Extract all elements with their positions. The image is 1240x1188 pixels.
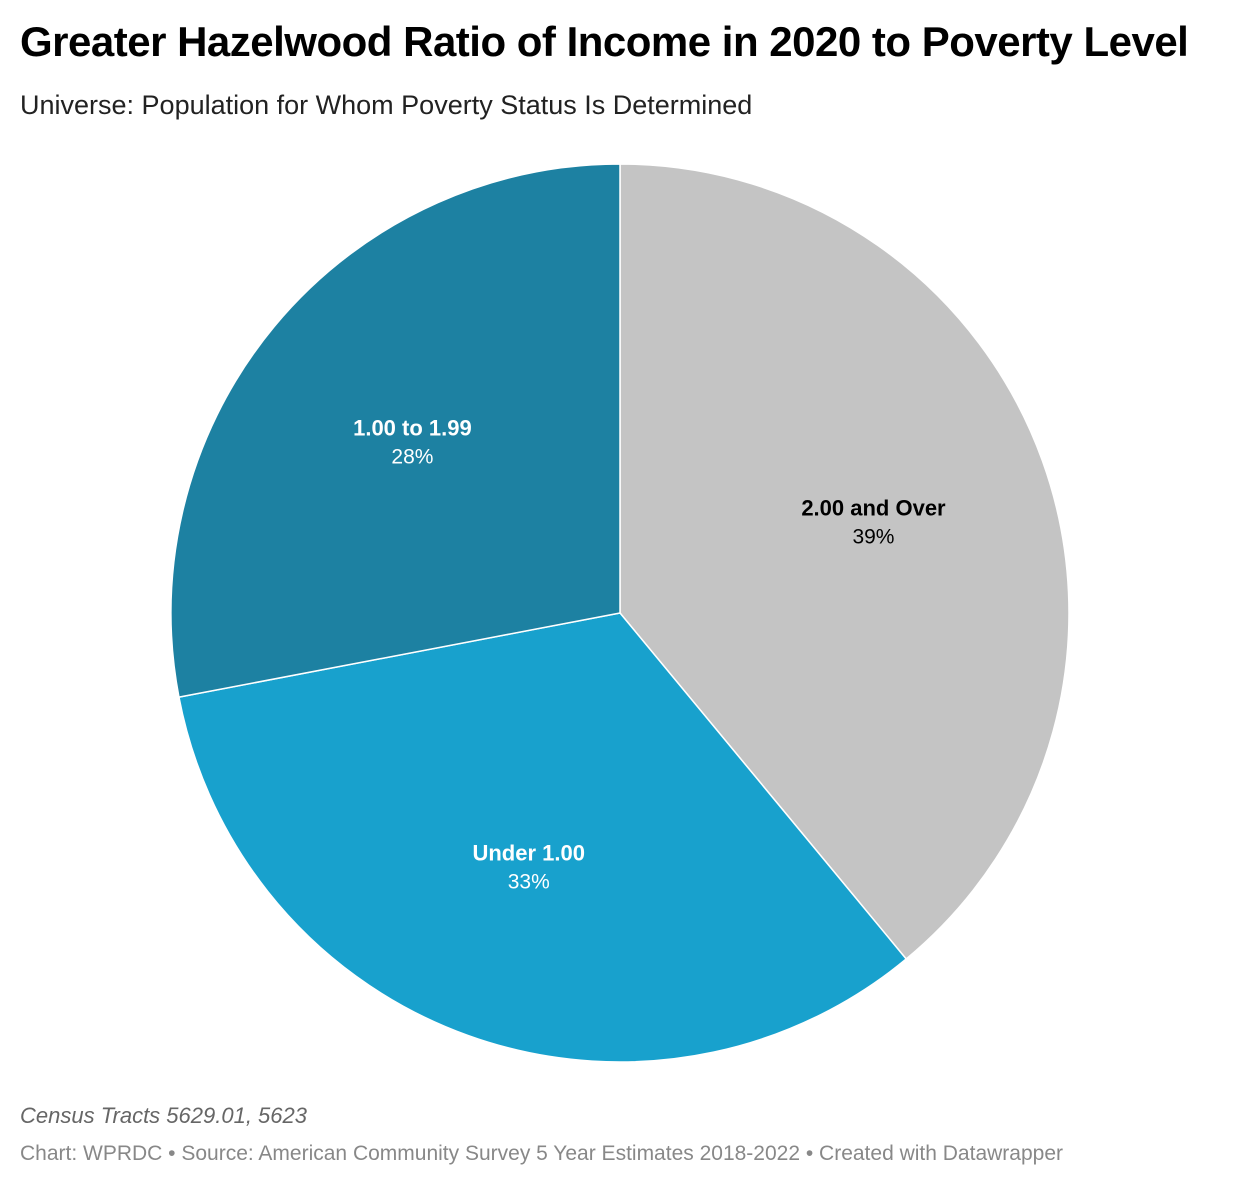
slice-label-1-00-to-1-99: 1.00 to 1.99 [353, 415, 472, 440]
slice-value-1-00-to-1-99: 28% [391, 445, 433, 468]
pie-slice-1-00-to-1-99 [170, 163, 621, 698]
pie-slice-2-00-and-over [619, 163, 1070, 960]
footnote: Census Tracts 5629.01, 5623 [20, 1103, 307, 1128]
chart-subtitle: Universe: Population for Whom Poverty St… [20, 90, 753, 120]
chart-title: Greater Hazelwood Ratio of Income in 202… [20, 18, 1189, 65]
slice-value-2-00-and-over: 39% [852, 526, 894, 549]
slice-value-under-1-00: 33% [508, 870, 550, 893]
pie-labels: 2.00 and Over 39% Under 1.00 33% 1.00 to 1.9… [353, 415, 946, 893]
pie-slices [170, 163, 1070, 1063]
source-credits: Chart: WPRDC • Source: American Communit… [20, 1142, 1063, 1165]
slice-label-2-00-and-over: 2.00 and Over [801, 496, 946, 521]
slice-label-under-1-00: Under 1.00 [472, 840, 585, 865]
pie-slice-under-1-00 [178, 612, 907, 1063]
